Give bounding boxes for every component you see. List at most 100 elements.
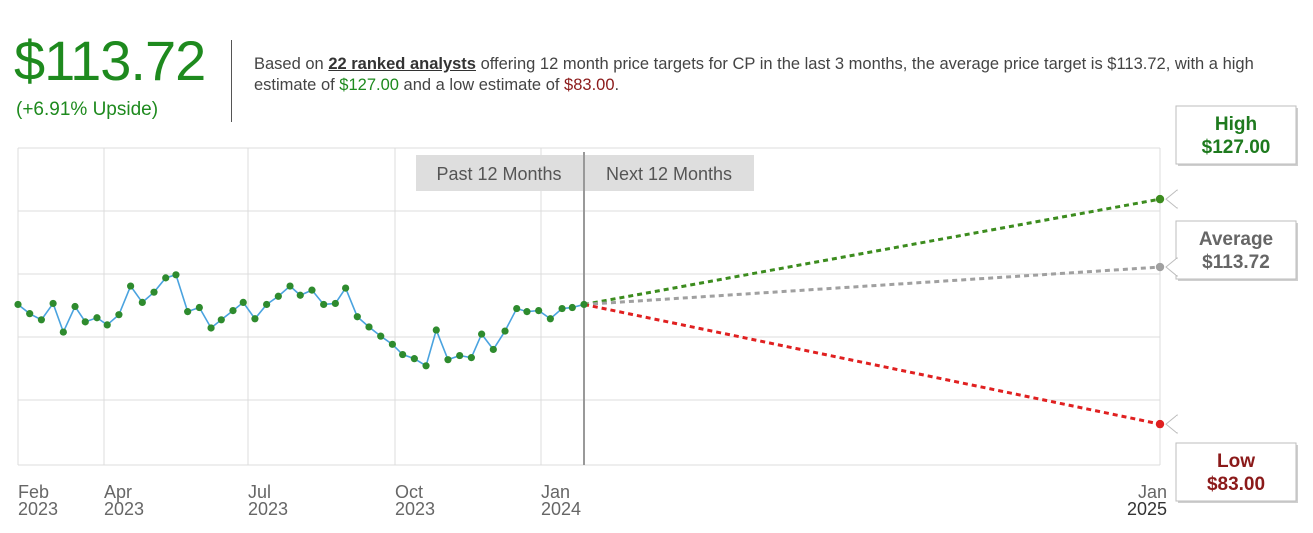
forecast-line-average — [583, 265, 1161, 306]
price-history-point — [377, 332, 385, 340]
price-history-point — [513, 304, 521, 313]
price-history-point — [568, 303, 576, 312]
price-history-point — [523, 308, 531, 316]
callout-box — [1175, 220, 1297, 280]
desc-text: and a low estimate of — [398, 76, 565, 94]
price-history-point — [432, 326, 440, 334]
price-history-point — [365, 323, 373, 331]
price-history-point — [59, 328, 67, 336]
price-history-point — [286, 282, 294, 290]
price-history-line — [17, 273, 585, 368]
desc-high-estimate: $127.00 — [339, 76, 399, 94]
price-history-point — [103, 321, 111, 329]
price-history-point — [308, 286, 316, 294]
desc-text: . — [614, 76, 620, 94]
price-history-point — [217, 316, 225, 324]
callout-name: Low — [1217, 451, 1255, 472]
callout-pointer — [1165, 256, 1178, 278]
price-history-point — [162, 274, 170, 282]
price-history-point — [296, 291, 304, 299]
price-history-point — [26, 310, 34, 318]
callout-value: $83.00 — [1207, 474, 1265, 495]
price-history-point — [456, 351, 464, 360]
x-tick-month-label: Feb — [18, 482, 49, 502]
price-history-point — [81, 318, 89, 326]
price-history-point — [127, 282, 135, 290]
forecast-point-low — [1155, 419, 1165, 429]
price-history-point — [37, 316, 46, 324]
price-history-point — [422, 362, 430, 370]
x-tick-month-label: Oct — [395, 482, 423, 502]
price-history-point — [558, 304, 566, 313]
x-tick-year-label: 2023 — [18, 499, 58, 519]
x-tick-month-label: Apr — [104, 482, 132, 502]
callout-value: $127.00 — [1202, 137, 1271, 158]
price-history-point — [467, 354, 475, 362]
price-history-point — [478, 330, 486, 338]
price-history-point — [501, 327, 509, 335]
price-history-point — [229, 306, 237, 315]
price-history-point — [195, 303, 203, 312]
callout-high: High$127.00 — [1165, 105, 1298, 210]
callout-box — [1175, 442, 1297, 502]
next-period-label-bg — [585, 155, 754, 191]
desc-text: offering 12 month price targets for CP i… — [254, 55, 1254, 94]
ranked-analysts-link[interactable]: 22 ranked analysts — [328, 55, 476, 73]
past-period-label-bg — [416, 155, 583, 191]
callout-pointer — [1165, 414, 1178, 435]
forecast-point-high — [1155, 194, 1165, 204]
price-history-point — [93, 314, 101, 322]
price-history-point — [71, 302, 79, 311]
callout-name: High — [1215, 114, 1257, 135]
price-history-point — [274, 292, 282, 300]
x-tick-year-label: 2023 — [395, 499, 435, 519]
x-tick-year-label: 2023 — [248, 499, 288, 519]
price-history-point — [263, 300, 271, 309]
x-tick-month-label: Jan — [1138, 482, 1167, 502]
price-history-point — [49, 299, 57, 308]
price-history-point — [410, 355, 418, 363]
callout-average: Average$113.72 — [1165, 220, 1298, 281]
desc-text: Based on — [254, 55, 329, 73]
price-history-point — [251, 315, 259, 323]
price-history-point — [239, 298, 247, 307]
x-tick-month-label: Jan — [541, 482, 570, 502]
price-history-point — [580, 300, 588, 309]
callout-pointer — [1165, 189, 1178, 210]
price-history-point — [115, 311, 123, 319]
price-history-point — [535, 306, 543, 315]
next-12-months-label: Next 12 Months — [606, 164, 732, 184]
price-history-point — [184, 308, 192, 316]
desc-low-estimate: $83.00 — [564, 76, 615, 94]
x-tick-month-label: Jul — [248, 482, 271, 502]
price-history-point — [150, 288, 158, 296]
price-history-point — [342, 284, 350, 292]
x-tick-year-label: 2025 — [1127, 499, 1167, 519]
callout-name: Average — [1199, 229, 1273, 250]
price-history-point — [546, 315, 554, 323]
price-history-point — [172, 271, 180, 279]
price-history-point — [331, 299, 339, 308]
x-tick-year-label: 2024 — [541, 499, 581, 519]
price-history-point — [444, 356, 452, 364]
upside-percentage: (+6.91% Upside) — [16, 99, 159, 120]
price-history-point — [489, 345, 497, 354]
price-history-point — [207, 324, 215, 332]
callout-low: Low$83.00 — [1165, 414, 1298, 503]
price-history-point — [388, 340, 397, 348]
header-divider — [231, 40, 232, 122]
x-tick-year-label: 2023 — [104, 499, 144, 519]
price-history-point — [320, 300, 328, 309]
price-history-point — [399, 350, 407, 359]
callout-box — [1175, 105, 1297, 165]
price-history-point — [353, 313, 361, 321]
forecast-line-high — [583, 197, 1161, 306]
price-history-point — [14, 300, 22, 309]
past-12-months-label: Past 12 Months — [436, 164, 561, 184]
price-target-description: Based on 22 ranked analysts offering 12 … — [254, 54, 1294, 96]
price-history-point — [138, 298, 146, 307]
forecast-line-low — [583, 302, 1161, 426]
callout-value: $113.72 — [1202, 252, 1270, 273]
forecast-point-average — [1155, 262, 1165, 272]
